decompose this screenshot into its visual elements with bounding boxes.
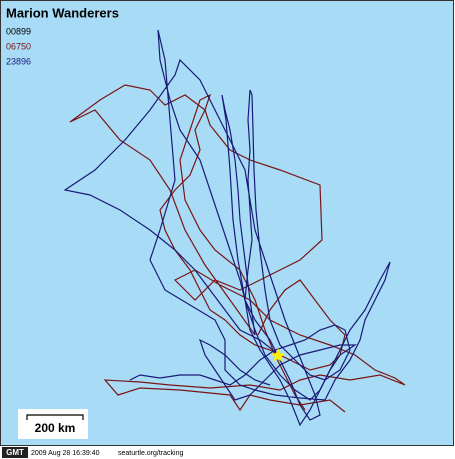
map-title: Marion Wanderers: [6, 5, 119, 20]
gmt-badge: [2, 447, 28, 458]
ocean: [0, 0, 454, 446]
timezone: GMT: [6, 448, 24, 457]
scale-box: [18, 409, 88, 439]
tracks: [63, 29, 406, 427]
track-06750: [69, 84, 406, 413]
footer: [0, 446, 455, 459]
source: seaturtle.org/tracking: [118, 450, 183, 457]
timestamp: 2009 Aug 28 16:39:40: [31, 450, 100, 457]
track-23896: [63, 29, 391, 427]
scale-label: 200 km: [35, 421, 76, 435]
release-site: [271, 348, 285, 362]
scale-bar: [26, 414, 84, 420]
legend-entry: 00899: [6, 26, 31, 36]
legend-entry: 06750: [6, 41, 31, 51]
track-23896-b: [198, 94, 357, 401]
legend-entry: 23896: [6, 56, 31, 66]
